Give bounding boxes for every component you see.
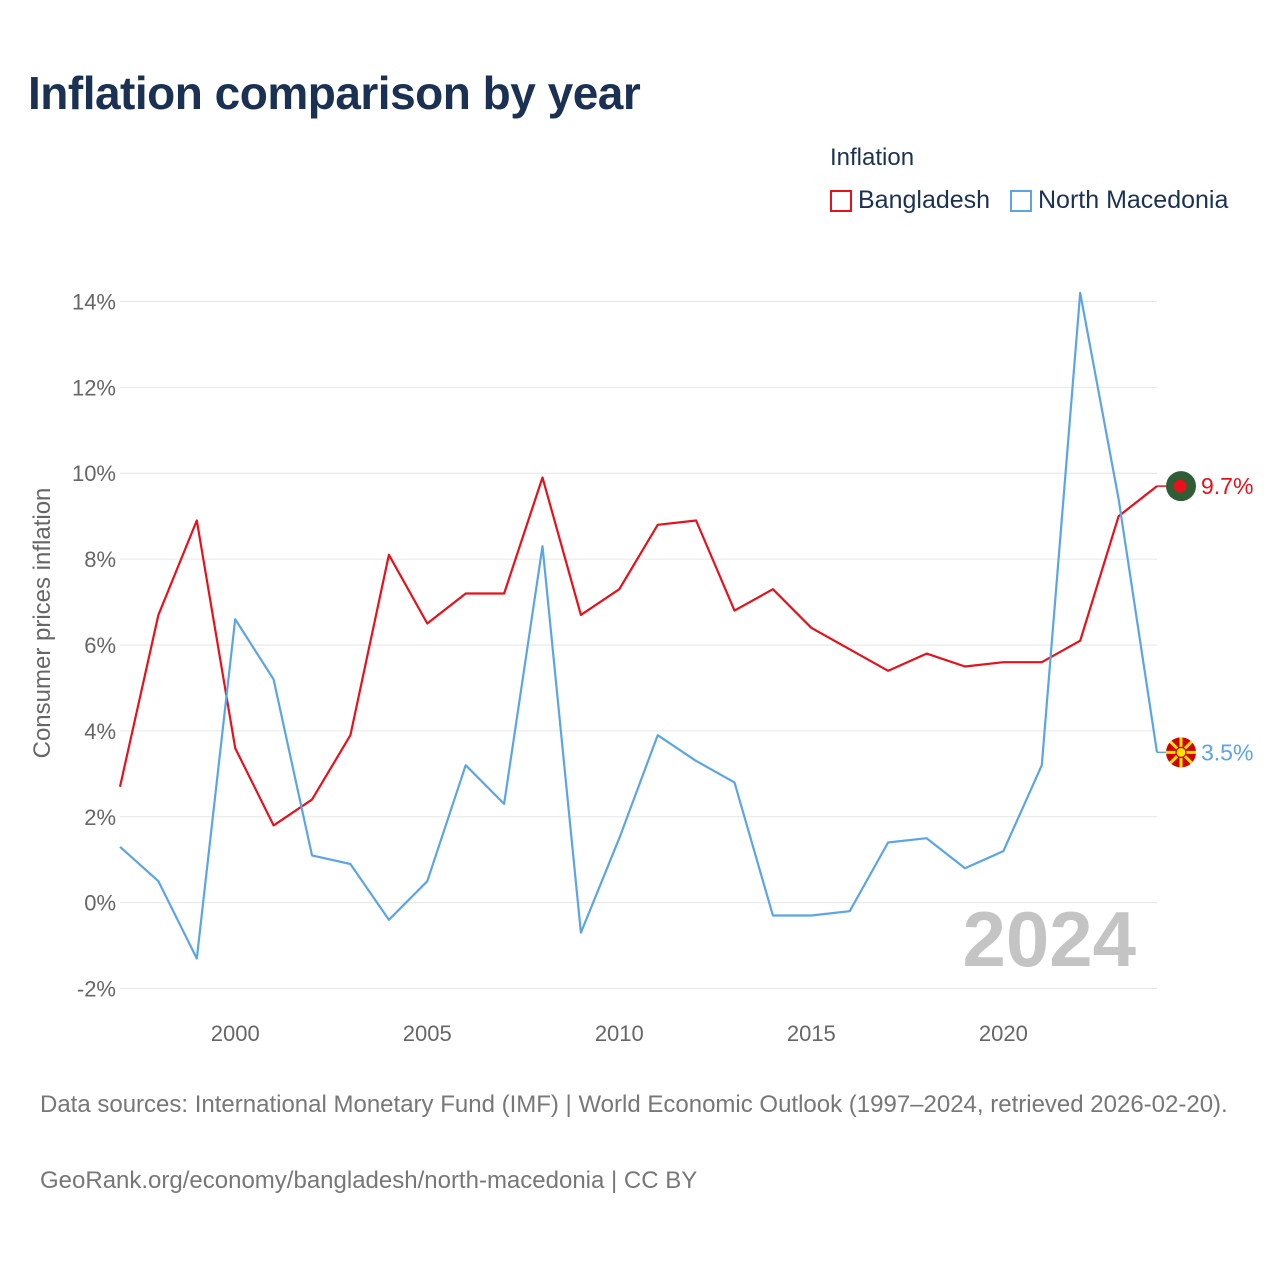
legend-swatch-north-macedonia: [1010, 189, 1032, 212]
legend-item-bangladesh[interactable]: Bangladesh: [830, 186, 990, 215]
y-tick-label: 2%: [84, 805, 116, 830]
y-tick-label: 0%: [84, 891, 116, 916]
x-tick-label: 2000: [211, 1021, 260, 1046]
chart-title: Inflation comparison by year: [28, 67, 641, 119]
flag-icon-north-macedonia: [1166, 737, 1196, 768]
y-axis-ticks: -2% 0% 2% 4% 6% 8% 10% 12% 14%: [72, 289, 116, 1001]
series-lines: [118, 291, 1159, 960]
x-axis-ticks: 2000 2005 2010 2015 2020: [211, 1021, 1028, 1046]
end-value-label-north-macedonia: 3.5%: [1201, 739, 1253, 765]
legend-item-north-macedonia[interactable]: North Macedonia: [1010, 186, 1228, 215]
x-tick-label: 2005: [403, 1021, 452, 1046]
y-tick-label: 8%: [84, 547, 116, 572]
line-chart: -2%0%2%4%6%8%10%12%14% 2000 2005 2010 2015 2…: [29, 289, 1253, 1046]
y-tick-label: 12%: [72, 375, 116, 400]
gridlines: [120, 300, 1157, 990]
y-axis-label: Consumer prices inflation: [29, 488, 56, 759]
flag-icon-bangladesh: [1166, 471, 1196, 502]
x-tick-label: 2010: [595, 1021, 644, 1046]
y-tick-label: -2%: [77, 977, 116, 1002]
series-line-north-macedonia[interactable]: [119, 291, 1159, 960]
year-watermark: 2024: [962, 895, 1136, 983]
legend-swatch-bangladesh: [830, 189, 852, 212]
y-tick-label: 4%: [84, 719, 116, 744]
x-tick-label: 2020: [979, 1021, 1028, 1046]
source-attribution: Data sources: International Monetary Fun…: [40, 1091, 1228, 1118]
legend-label-bangladesh: Bangladesh: [858, 186, 991, 214]
y-tick-label: 14%: [72, 289, 116, 314]
y-tick-label: 6%: [84, 633, 116, 658]
legend-title: Inflation: [830, 144, 915, 171]
series-line-bangladesh[interactable]: [118, 476, 1158, 827]
x-tick-label: 2015: [787, 1021, 836, 1046]
y-tick-label: 10%: [72, 461, 116, 486]
legend-label-north-macedonia: North Macedonia: [1038, 186, 1229, 214]
end-markers: 9.7% 3.5%: [1157, 471, 1253, 768]
source-link: GeoRank.org/economy/bangladesh/north-mac…: [40, 1167, 698, 1194]
end-value-label-bangladesh: 9.7%: [1201, 473, 1253, 499]
